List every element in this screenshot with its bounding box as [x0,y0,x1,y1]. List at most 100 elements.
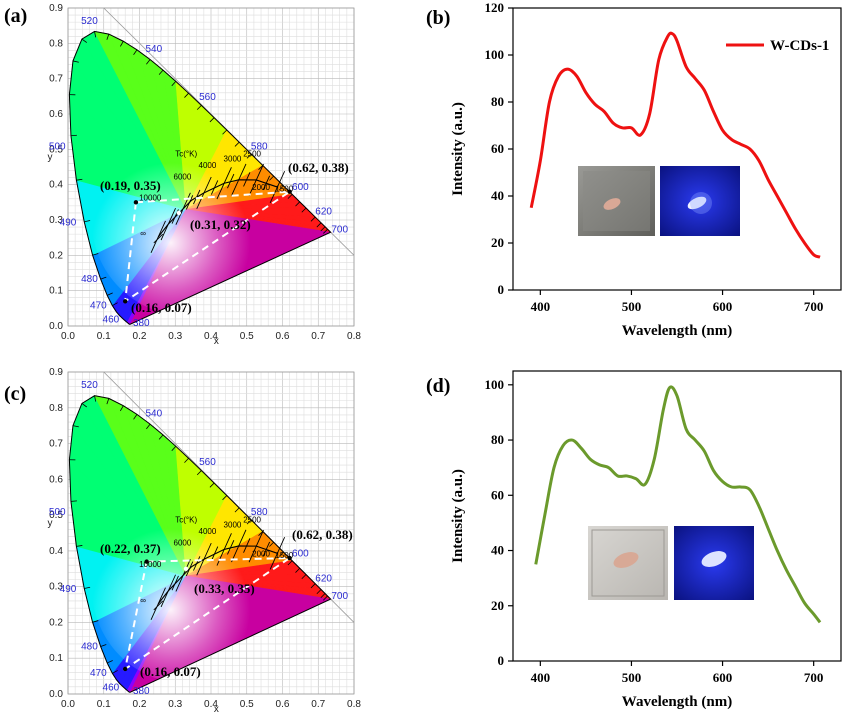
tc-value-label: 2500 [243,149,261,158]
y-tick-label: 0 [498,653,505,668]
isotemperature-line [216,167,232,200]
infinity-tick [153,233,164,244]
cie-labels-c: 0.0 0.1 0.2 0.3 0.4 0.5 0.6 0.7 0.8 0.0 0.1 0.2 0.3 0… [48,367,362,715]
isotemperature-line [210,180,219,195]
locus-tick [184,457,189,463]
locus-tick [310,583,316,589]
coordinate-label: (0.62, 0.38) [292,527,353,542]
isotemperature-line [262,541,271,557]
isotemperature-line [243,538,251,553]
tc-label: Tc(°K) [175,149,197,158]
y-tick-label: 0.7 [49,74,63,85]
x-tick-label: 0.7 [311,699,325,710]
gamut-triangle [123,556,294,672]
locus-tick [146,59,151,65]
locus-tick [94,31,97,38]
locus-tick [209,117,215,123]
coordinate-label: (0.31, 0.32) [190,217,251,232]
y-tick-label: 0.1 [49,286,63,297]
locus-tick [320,593,326,599]
isotemperature-line [160,574,176,608]
locus-tick [112,302,118,306]
y-tick-label: 0.7 [49,439,63,450]
spectrum-line-d [534,385,822,624]
locus-tick [76,178,83,181]
locus-tick [287,560,293,566]
chromaticity-point [144,559,149,564]
isotemperature-line [150,220,166,253]
sample-glow-b [690,192,712,214]
axis-ticks-b: 400 500 600 700 0 20 40 60 80 100 120 Wavelength (n… [450,0,823,339]
y-axis-label: Intensity (a.u.) [450,102,466,196]
wavelength-label: 520 [81,380,98,391]
y-tick-label: 0.5 [49,510,63,521]
sample-uv-d [701,551,727,567]
locus-tick [246,153,252,159]
locus-tick [234,507,240,513]
isotemperature-line [196,176,212,209]
locus-tick [295,567,301,573]
locus-tick [84,220,91,223]
x-tick-label: 0.0 [61,331,75,342]
y-tick-label: 0.9 [49,367,63,378]
locus-tick [76,545,83,547]
spectral-locus-a [68,30,332,325]
x-axis-label: x [214,336,219,347]
y-tick-label: 0 [498,282,505,297]
legend-b: W-CDs-1 [726,38,829,54]
wavelength-label: 600 [292,548,309,559]
white-region [91,124,281,316]
tc-value-label: 2500 [243,515,261,524]
locus-tick [316,222,322,228]
wavelength-label: 470 [90,668,107,679]
tc-value-label: ∞ [140,229,146,238]
x-tick-label: 0.6 [276,331,290,342]
isotemperature-line [193,556,201,571]
spectrum-line-b [529,31,821,259]
locus-tick [316,589,322,595]
y-tick-label: 0.2 [49,250,63,261]
sample-daylight-d [613,552,639,568]
x-tick-label: 0.4 [204,331,218,342]
locus-tick [72,425,79,428]
isotemperature-line [150,587,166,621]
x-tick-label: 0.6 [276,699,290,710]
x-tick-label: 400 [531,299,551,314]
tc-value-label: 3000 [224,521,242,530]
y-tick-label: 0.0 [49,321,63,332]
coordinate-label: (0.33, 0.35) [194,581,255,596]
locus-tick [234,141,240,147]
wavelength-label: 490 [60,217,77,228]
locus-tick [279,551,284,557]
y-tick-label: 0.2 [49,617,63,628]
x-tick-label: 700 [804,670,824,685]
x-tick-label: 500 [622,670,642,685]
y-tick-label: 80 [491,432,504,447]
locus-tick [107,660,113,664]
locus-tick [320,226,326,232]
locus-tick [287,194,293,199]
locus-tick [100,276,107,280]
y-tick-label: 0.1 [49,653,63,664]
locus-tick [119,405,124,412]
wavelength-label: 490 [60,584,77,595]
tc-value-label: 1500 [275,551,293,560]
y-tick-label: 20 [491,235,504,250]
isotemperature-line [231,529,247,563]
locus-tick [184,92,189,98]
locus-tick [269,175,274,181]
x-tick-label: 600 [713,299,733,314]
locus-tick [92,620,99,623]
plot-frame-d [512,370,842,662]
x-tick-label: 400 [531,670,551,685]
isotemperature-line [269,170,286,204]
isotemperature-line [175,559,191,592]
locus-tick [72,60,79,63]
x-tick-label: 0.3 [168,699,182,710]
wavelength-label: 480 [81,274,98,285]
locus-tick [100,644,107,647]
x-tick-label: 0.5 [240,331,254,342]
locus-outline [68,395,332,693]
isotemperature-line [185,195,194,210]
x-tick-label: 600 [713,670,733,685]
